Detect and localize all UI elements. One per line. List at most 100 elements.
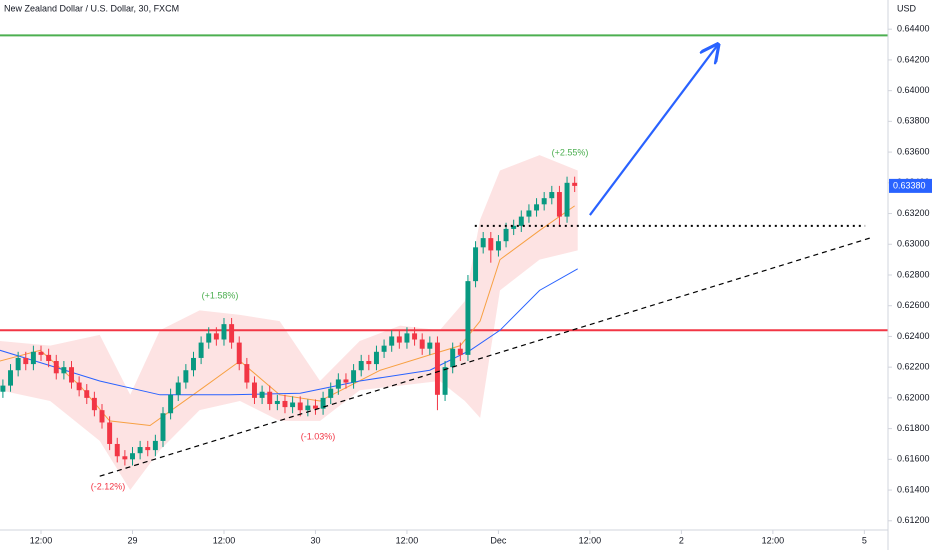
candle <box>328 382 334 405</box>
axes: 0.61200 0.61400 0.61600 0.61800 0.62000 0.622… <box>30 24 932 545</box>
x-tick-label: 12:00 <box>396 535 419 545</box>
moving-average <box>0 268 578 396</box>
candle-body <box>206 333 212 343</box>
candle <box>572 176 578 193</box>
candle-body <box>434 342 440 395</box>
candle-body <box>412 333 418 340</box>
candle <box>84 384 90 405</box>
candle <box>259 385 265 405</box>
candle <box>69 361 74 389</box>
x-tick-label: 30 <box>310 535 320 545</box>
candle-body <box>343 379 349 383</box>
last-price-box <box>889 178 932 193</box>
x-tick-label: 29 <box>127 535 137 545</box>
candle <box>251 376 257 405</box>
candle-body <box>168 394 174 414</box>
candle <box>495 235 501 257</box>
candle <box>427 336 433 355</box>
y-tick-label: 0.61800 <box>897 423 930 433</box>
candle <box>343 373 349 389</box>
candle-body <box>53 361 59 374</box>
y-tick-label: 0.62800 <box>897 269 930 279</box>
candle <box>221 318 227 346</box>
candle-body <box>534 204 540 211</box>
candle-body <box>503 228 509 242</box>
candle-body <box>137 447 143 454</box>
candle <box>160 407 166 448</box>
candle-body <box>91 397 97 411</box>
y-tick-label: 0.63000 <box>897 239 930 249</box>
drawn-line <box>589 45 718 216</box>
candle <box>282 394 288 414</box>
candle-body <box>198 342 204 358</box>
candle-body <box>213 333 219 340</box>
y-tick-label: 0.63200 <box>897 208 930 218</box>
candle <box>412 327 418 346</box>
candle <box>175 376 181 401</box>
candle <box>297 396 303 417</box>
candle <box>0 379 6 398</box>
candle <box>30 345 36 371</box>
candle <box>23 351 29 371</box>
candle-body <box>290 402 296 408</box>
candle-body <box>38 351 44 355</box>
x-tick-label: 12:00 <box>579 535 602 545</box>
candle-body <box>236 342 242 365</box>
candle-body <box>183 370 189 383</box>
candle <box>534 198 540 217</box>
candle <box>419 333 425 355</box>
candle <box>145 440 151 457</box>
candle-body <box>541 198 547 205</box>
candle <box>38 345 44 362</box>
candle <box>15 351 21 377</box>
candle <box>274 394 280 411</box>
candle-body <box>473 247 479 282</box>
candle-body <box>450 348 456 368</box>
candle-body <box>572 182 578 186</box>
annotation: (-1.03%) <box>301 431 336 441</box>
candle <box>107 416 113 451</box>
candle-body <box>69 367 74 383</box>
candle-body <box>366 361 372 365</box>
candle-body <box>427 342 433 349</box>
candle <box>358 354 364 377</box>
candle-body <box>488 238 494 251</box>
candle-body <box>389 336 395 346</box>
candle <box>198 336 204 365</box>
x-tick-label: 12:00 <box>213 535 236 545</box>
annotation: (-2.12%) <box>91 481 126 491</box>
candle-body <box>320 397 326 409</box>
candle <box>518 210 524 232</box>
candle-body <box>465 281 471 355</box>
y-tick-label: 0.62200 <box>897 362 930 372</box>
candle <box>305 399 311 417</box>
chart-title: New Zealand Dollar / U.S. Dollar, 30, FX… <box>4 3 179 13</box>
candle <box>122 450 128 466</box>
candle-body <box>0 385 6 392</box>
candle-body <box>8 370 13 386</box>
candle-body <box>526 210 532 217</box>
candle-body <box>396 336 402 343</box>
candle <box>511 219 517 236</box>
y-tick-label: 0.61400 <box>897 484 930 494</box>
candle-body <box>556 192 562 217</box>
candle-body <box>122 456 128 460</box>
bollinger-band <box>0 155 578 491</box>
candle <box>434 336 440 411</box>
candle-body <box>99 410 105 423</box>
candle <box>99 404 105 429</box>
candle <box>404 327 410 349</box>
candle <box>213 327 219 346</box>
candle-body <box>175 382 181 395</box>
plot-area: (+1.58%) (-2.12%) (-1.03%) (+2.55%) <box>0 34 888 491</box>
candle-body <box>251 382 257 398</box>
annotation: (+2.55%) <box>552 147 589 157</box>
candle <box>541 192 547 211</box>
candle <box>457 342 463 362</box>
candle <box>366 354 372 371</box>
x-tick-label: 12:00 <box>30 535 53 545</box>
y-tick-label: 0.63800 <box>897 116 930 126</box>
candle-body <box>145 447 151 451</box>
candle <box>152 434 158 457</box>
